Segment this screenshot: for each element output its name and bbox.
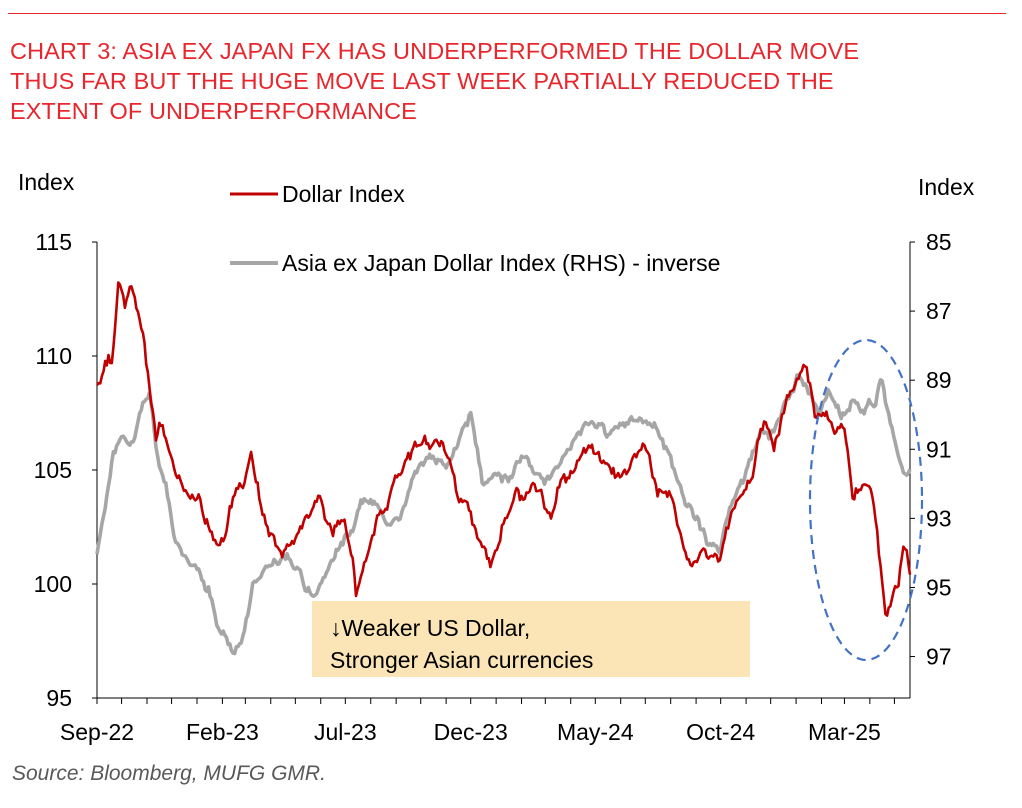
highlight-ellipse: [808, 338, 924, 662]
right-axis-label: Index: [918, 174, 975, 200]
chart-title: CHART 3: ASIA EX JAPAN FX HAS UNDERPERFO…: [10, 38, 860, 124]
title-rule: [8, 13, 1006, 14]
annotation-note: ↓Weaker US Dollar, Stronger Asian currenc…: [312, 601, 750, 677]
left-tick-label: 105: [34, 457, 72, 483]
right-tick-label: 93: [926, 505, 952, 531]
legend-label: Dollar Index: [282, 181, 405, 207]
series-line: [95, 373, 912, 656]
x-tick-label: Feb-23: [186, 719, 259, 745]
annotation-line: Stronger Asian currencies: [330, 647, 593, 673]
x-tick-label: Sep-22: [60, 719, 134, 745]
x-tick-label: Oct-24: [686, 719, 755, 745]
source-note: Source: Bloomberg, MUFG GMR.: [12, 762, 326, 785]
legend-item-asia: Asia ex Japan Dollar Index (RHS) - inver…: [230, 250, 720, 276]
left-axis-label: Index: [18, 169, 75, 195]
legend-label: Asia ex Japan Dollar Index (RHS) - inver…: [282, 250, 720, 276]
series-line: [96, 281, 912, 617]
x-tick-label: May-24: [557, 719, 634, 745]
left-tick-label: 110: [35, 343, 72, 369]
x-tick-label: Mar-25: [808, 719, 881, 745]
legend-item-dollar: Dollar Index: [230, 181, 405, 207]
right-tick-label: 95: [926, 574, 952, 600]
left-tick-label: 115: [35, 229, 72, 255]
annotation-box: [312, 601, 750, 677]
left-tick-label: 95: [46, 685, 72, 711]
right-tick-label: 97: [926, 644, 952, 670]
right-tick-label: 89: [926, 367, 952, 393]
annotation-line: ↓Weaker US Dollar,: [330, 615, 530, 641]
right-tick-label: 87: [926, 298, 952, 324]
left-tick-label: 100: [34, 571, 72, 597]
chart: 95 100 105 110 115 85 87 89 91 93 95 97 Index Index Se…: [18, 169, 975, 745]
x-tick-label: Dec-23: [434, 719, 508, 745]
right-tick-label: 85: [926, 229, 952, 255]
right-tick-label: 91: [926, 436, 952, 462]
x-tick-label: Jul-23: [314, 719, 377, 745]
